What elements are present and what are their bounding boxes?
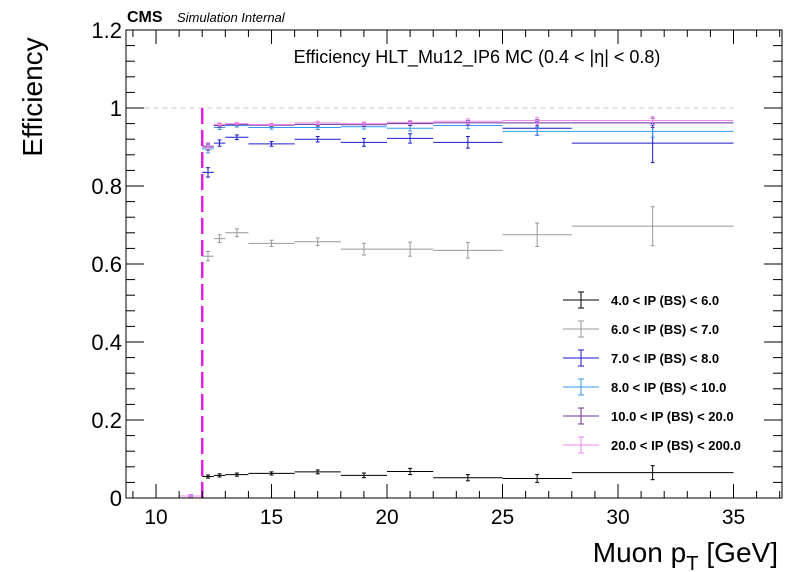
- legend-entry: 6.0 < IP (BS) < 7.0: [563, 320, 719, 338]
- data-point: [502, 222, 572, 247]
- y-tick-label: 1.2: [91, 18, 122, 43]
- data-point: [294, 120, 341, 125]
- x-tick-label: 30: [606, 506, 629, 529]
- cms-label: CMS: [127, 9, 163, 26]
- legend-label: 10.0 < IP (BS) < 20.0: [611, 409, 734, 424]
- data-point: [213, 473, 226, 478]
- chart-title: Efficiency HLT_Mu12_IP6 MC (0.4 < |η| < …: [294, 47, 661, 68]
- data-point: [340, 137, 388, 147]
- data-point: [225, 121, 249, 126]
- data-point: [571, 465, 734, 481]
- data-point: [340, 121, 388, 126]
- series-3: [179, 120, 734, 498]
- legend-label: 4.0 < IP (BS) < 6.0: [611, 293, 719, 308]
- y-tick-label: 0.8: [91, 174, 122, 199]
- data-point: [294, 237, 341, 247]
- data-point: [202, 142, 214, 150]
- y-tick-label: 0: [110, 486, 122, 511]
- x-tick-label: 10: [144, 506, 167, 529]
- data-point: [294, 135, 341, 143]
- data-point: [248, 122, 295, 127]
- legend-entry: 4.0 < IP (BS) < 6.0: [563, 291, 719, 309]
- legend-entry: 20.0 < IP (BS) < 200.0: [563, 436, 741, 454]
- y-tick-label: 0.6: [91, 252, 122, 277]
- y-tick-label: 1: [110, 96, 122, 121]
- data-point: [202, 251, 214, 262]
- legend-label: 20.0 < IP (BS) < 200.0: [611, 438, 741, 453]
- legend-entry: 8.0 < IP (BS) < 10.0: [563, 378, 726, 396]
- y-tick-label: 0.2: [91, 408, 122, 433]
- data-point: [248, 141, 295, 147]
- data-point: [248, 471, 295, 476]
- data-point: [179, 494, 203, 498]
- data-point: [225, 228, 249, 238]
- x-tick-label: 25: [491, 506, 514, 529]
- y-tick-label: 0.4: [91, 330, 122, 355]
- data-point: [502, 127, 572, 136]
- data-point: [387, 119, 434, 125]
- data-point: [387, 133, 434, 144]
- data-point: [213, 139, 226, 147]
- simulation-internal-label: Simulation Internal: [177, 10, 286, 25]
- x-tick-label: 35: [722, 506, 745, 529]
- plot-frame: [125, 29, 783, 499]
- data-point: [433, 474, 503, 482]
- data-point: [202, 474, 214, 479]
- legend-label: 7.0 < IP (BS) < 8.0: [611, 351, 719, 366]
- data-point: [294, 469, 341, 475]
- x-tick-label: 20: [375, 506, 398, 529]
- y-axis-label: Efficiency: [17, 37, 48, 156]
- x-tick-label: 15: [260, 506, 283, 529]
- data-point: [387, 125, 434, 132]
- legend-entry: 7.0 < IP (BS) < 8.0: [563, 349, 719, 367]
- data-point: [248, 239, 295, 247]
- data-point: [340, 472, 388, 479]
- x-axis-label: Muon pT [GeV]: [593, 537, 778, 572]
- data-point: [202, 167, 214, 178]
- data-point: [433, 242, 503, 259]
- data-point: [225, 134, 249, 141]
- legend-entry: 10.0 < IP (BS) < 20.0: [563, 407, 734, 425]
- data-point: [225, 472, 249, 477]
- data-point: [387, 241, 434, 257]
- legend-label: 6.0 < IP (BS) < 7.0: [611, 322, 719, 337]
- data-point: [213, 122, 226, 127]
- data-point: [387, 467, 434, 476]
- data-point: [571, 116, 734, 125]
- series-1: [179, 465, 734, 498]
- data-point: [571, 206, 734, 247]
- legend: 4.0 < IP (BS) < 6.0 6.0 < IP (BS) < 7.0 7.…: [563, 291, 741, 454]
- data-point: [433, 135, 503, 149]
- series-6: [179, 116, 734, 498]
- data-point: [340, 242, 388, 256]
- data-point: [502, 116, 572, 125]
- data-point: [433, 118, 503, 125]
- data-point: [213, 234, 226, 244]
- legend-label: 8.0 < IP (BS) < 10.0: [611, 380, 726, 395]
- data-point: [502, 474, 572, 483]
